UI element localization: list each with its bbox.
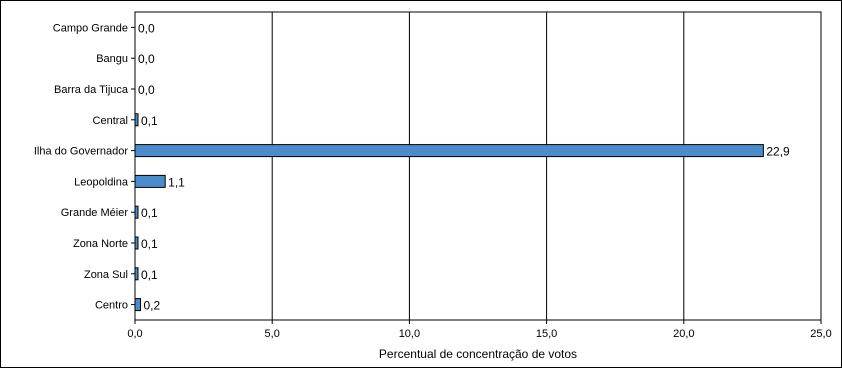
data-label: 0,1 bbox=[141, 206, 158, 220]
data-label: 0,0 bbox=[138, 52, 155, 66]
bar bbox=[134, 267, 139, 281]
x-tick-label: 15,0 bbox=[536, 328, 557, 340]
x-tick-label: 20,0 bbox=[673, 328, 694, 340]
category-label: Campo Grande bbox=[53, 22, 128, 34]
bar bbox=[134, 236, 139, 250]
category-label: Leopoldina bbox=[74, 176, 129, 188]
category-labels: Campo Grande Bangu Barra da Tijuca Central I… bbox=[34, 22, 135, 312]
x-axis-title: Percentual de concentração de votos bbox=[379, 347, 577, 361]
category-label: Bangu bbox=[96, 53, 128, 65]
data-label: 0,1 bbox=[141, 268, 158, 282]
category-label: Grande Méier bbox=[61, 207, 129, 219]
bar bbox=[134, 144, 764, 158]
category-label: Zona Norte bbox=[73, 238, 128, 250]
data-label: 0,2 bbox=[143, 299, 160, 313]
category-label: Centro bbox=[95, 300, 128, 312]
data-label: 0,1 bbox=[141, 114, 158, 128]
bar bbox=[134, 113, 139, 127]
data-label: 0,1 bbox=[141, 237, 158, 251]
data-label: 1,1 bbox=[168, 175, 185, 189]
value-labels: 0,0 0,0 0,0 0,1 22,9 1,1 0,1 0,1 0,1 0,2 bbox=[138, 21, 790, 312]
bar bbox=[134, 205, 139, 219]
data-label: 0,0 bbox=[138, 21, 155, 35]
gridlines bbox=[271, 12, 685, 320]
category-label: Barra da Tijuca bbox=[54, 84, 129, 96]
bar bbox=[134, 174, 166, 188]
x-tick-label: 0,0 bbox=[127, 328, 142, 340]
category-label: Zona Sul bbox=[84, 269, 128, 281]
x-axis-ticks: 0,0 5,0 10,0 15,0 20,0 25,0 bbox=[127, 320, 832, 340]
plot-area-border bbox=[134, 11, 822, 321]
data-label: 0,0 bbox=[138, 83, 155, 97]
category-label: Central bbox=[93, 115, 128, 127]
x-tick-label: 5,0 bbox=[265, 328, 280, 340]
data-label: 22,9 bbox=[766, 145, 790, 159]
x-tick-label: 10,0 bbox=[399, 328, 420, 340]
bar bbox=[134, 298, 141, 312]
x-tick-label: 25,0 bbox=[810, 328, 831, 340]
category-label: Ilha do Governador bbox=[34, 146, 129, 158]
